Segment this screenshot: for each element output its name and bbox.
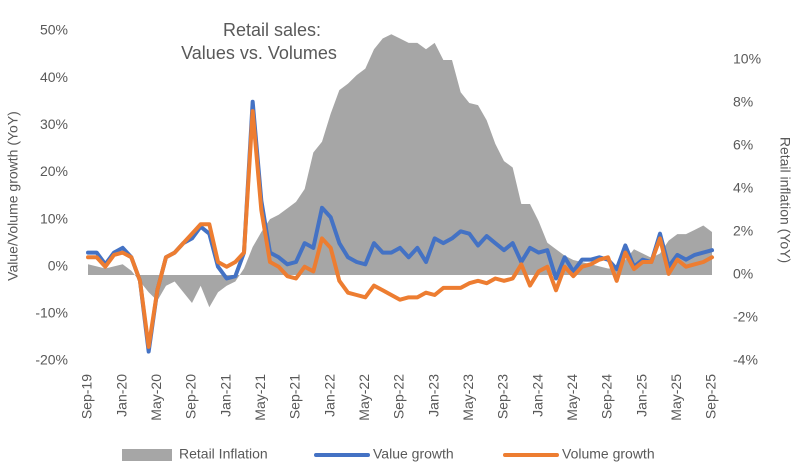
chart-title: Values vs. Volumes <box>181 43 337 63</box>
y-tick-label: 20% <box>40 163 68 179</box>
legend-label: Retail Inflation <box>179 446 268 462</box>
x-tick-label: Jan-22 <box>321 374 337 417</box>
y-tick-label: 10% <box>40 210 68 226</box>
x-tick-label: Jan-25 <box>633 374 649 417</box>
x-tick-label: Sep-23 <box>495 374 511 419</box>
y-tick-label: 30% <box>40 116 68 132</box>
x-tick-label: Sep-20 <box>183 374 199 419</box>
y-tick-label: -10% <box>35 305 68 321</box>
x-tick-label: May-25 <box>668 374 684 421</box>
legend-label: Value growth <box>373 446 454 462</box>
line <box>86 109 714 349</box>
y-tick-label: 50% <box>40 22 68 38</box>
legend-swatch <box>122 449 172 461</box>
y-tick-label: -20% <box>35 352 68 368</box>
x-tick-label: Sep-22 <box>391 374 407 419</box>
y2-tick-label: 0% <box>733 266 753 282</box>
y2-tick-label: 2% <box>733 223 753 239</box>
y2-tick-label: -4% <box>733 352 758 368</box>
x-tick-label: Sep-21 <box>287 374 303 419</box>
x-tick-label: May-23 <box>460 374 476 421</box>
y2-tick-label: 8% <box>733 94 753 110</box>
y-tick-label: 40% <box>40 69 68 85</box>
chart-title: Retail sales: <box>223 20 321 40</box>
x-tick-label: Sep-25 <box>703 374 719 419</box>
y2-tick-label: 4% <box>733 180 753 196</box>
x-tick-label: May-21 <box>252 374 268 421</box>
x-tick-label: Sep-19 <box>79 374 95 419</box>
legend-label: Volume growth <box>562 446 655 462</box>
y2-tick-label: 6% <box>733 137 753 153</box>
y2-axis-title: Retail inflation (YoY) <box>777 137 793 263</box>
y-axis-title: Value/Volume growth (YoY) <box>5 111 21 281</box>
x-tick-label: Jan-20 <box>113 374 129 417</box>
x-tick-label: Jan-23 <box>425 374 441 417</box>
y-tick-label: 0% <box>48 257 68 273</box>
x-tick-label: May-22 <box>356 374 372 421</box>
y2-tick-label: -2% <box>733 309 758 325</box>
x-tick-label: Jan-24 <box>529 374 545 417</box>
x-tick-label: Jan-21 <box>217 374 233 417</box>
x-tick-label: May-24 <box>564 374 580 421</box>
x-tick-label: May-20 <box>148 374 164 421</box>
x-tick-label: Sep-24 <box>599 374 615 419</box>
area <box>88 34 712 308</box>
y2-tick-label: 10% <box>733 51 761 67</box>
